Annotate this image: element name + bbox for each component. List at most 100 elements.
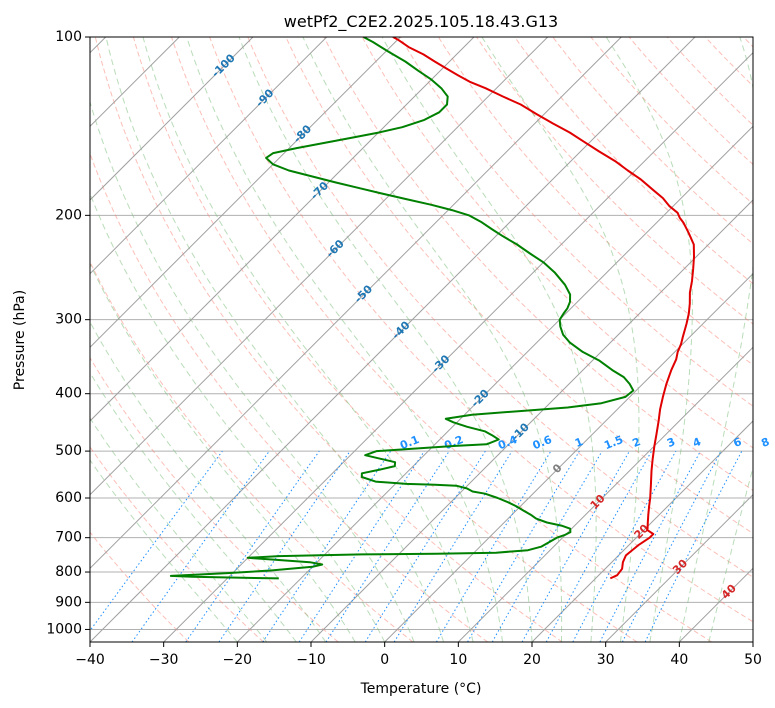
mixing-ratio-line [572,450,677,642]
x-tick-label: −10 [296,652,326,668]
isotherm-line [90,37,475,422]
dry-adiabat [666,37,753,126]
thermo-background-lines [90,37,753,642]
dry-adiabat [437,37,753,366]
isotherm-line [236,125,753,642]
isotherm-line [531,420,753,642]
isotherm-label: -40 [389,318,412,341]
isotherm-label: 0 [550,461,565,476]
mixing-ratio-line [467,450,580,642]
isotherm-line [384,272,753,642]
isotherm-line [163,51,753,642]
isotherm-line [310,199,753,642]
dry-adiabat [90,356,339,642]
mixing-ratio-line [131,450,270,642]
moist-adiabat [90,417,268,642]
mixing-ratio-label: 2 [631,435,643,450]
dry-adiabat [590,37,753,205]
y-tick-label: 200 [55,207,82,223]
dry-adiabat [132,37,638,642]
y-tick-label: 400 [55,386,82,402]
isotherm-label: -90 [253,86,276,109]
y-tick-label: 1000 [46,621,82,637]
chart-title: wetPf2_C2E2.2025.105.18.43.G13 [284,12,558,32]
isotherm-line [752,641,753,642]
x-tick-label: 30 [597,652,615,668]
mixing-ratio-line [185,450,320,642]
dry-adiabat [209,37,753,623]
mixing-ratio-line [262,450,392,642]
moist-adiabat [90,192,386,642]
isotherm-line [90,37,696,642]
mixing-ratio-line [298,450,425,642]
y-tick-label: 700 [55,530,82,546]
x-tick-label: 0 [380,652,389,668]
mixing-ratio-line [521,450,630,642]
dewpoint-profile [169,37,635,580]
x-axis-ticks: −40 −30 −20 −10 0 10 20 30 40 50 [75,642,762,668]
moist-adiabat [708,465,753,642]
profile-series [169,37,695,580]
isotherm-label: 30 [670,557,690,577]
moist-adiabat [302,37,563,642]
y-tick-label: 900 [55,594,82,610]
isotherm-line [678,567,753,642]
isotherm-line [90,37,328,275]
moist-adiabat [142,37,474,642]
isotherm-line [457,346,753,642]
mixing-ratio-label: 1.5 [602,433,625,452]
moist-adiabat [90,371,297,642]
dry-adiabat [90,152,488,642]
dry-adiabat [171,37,712,642]
isotherm-line [90,37,401,349]
dry-adiabat [361,37,753,449]
dry-adiabat [90,531,190,642]
mixing-ratio-line [644,450,743,642]
x-tick-label: −40 [75,652,105,668]
y-tick-label: 500 [55,443,82,459]
moist-adiabat [90,321,327,642]
moist-adiabat [678,37,753,642]
dry-adiabat [285,37,753,535]
isotherm-label: -100 [209,51,238,80]
moist-adiabat [238,37,533,642]
x-axis-label: Temperature (°C) [360,681,482,697]
isotherm-line [90,37,254,201]
dry-adiabat [323,37,753,491]
isotherm-label: -60 [324,237,347,260]
y-tick-label: 100 [55,29,82,45]
x-tick-label: −30 [149,652,179,668]
moist-adiabat [186,37,503,642]
dry-adiabat [743,37,753,48]
moist-adiabat [90,459,238,642]
mixing-ratio-label: 8 [759,435,771,450]
mixing-ratio-label: 0.2 [442,433,465,452]
dry-adiabat [90,260,414,642]
moist-adiabat [90,262,356,642]
temperature-profile [392,37,695,580]
moist-adiabat [105,37,445,642]
plot-frame [89,36,754,643]
mixing-ratio-label: 0.6 [531,433,554,452]
moist-adiabat [481,37,640,642]
x-tick-label: 10 [449,652,467,668]
dry-adiabat [552,37,753,245]
isotherm-label: -20 [469,387,492,410]
mixing-ratio-label: 1 [573,435,585,450]
moist-adiabat [90,100,415,642]
mixing-ratio-line [218,450,351,642]
mixing-ratio-line [545,450,653,642]
isotherm-label: -30 [429,352,452,375]
isotherm-line [605,493,753,642]
dry-adiabat [94,37,563,642]
mixing-ratio-labels: 0.10.20.40.611.52346810131620253036 [398,433,771,452]
y-axis-label: Pressure (hPa) [12,290,28,390]
isotherm-line [90,37,549,496]
dry-adiabat [476,37,753,325]
mixing-ratio-label: 6 [731,435,743,450]
x-tick-label: −20 [223,652,253,668]
moist-adiabat [605,37,693,642]
